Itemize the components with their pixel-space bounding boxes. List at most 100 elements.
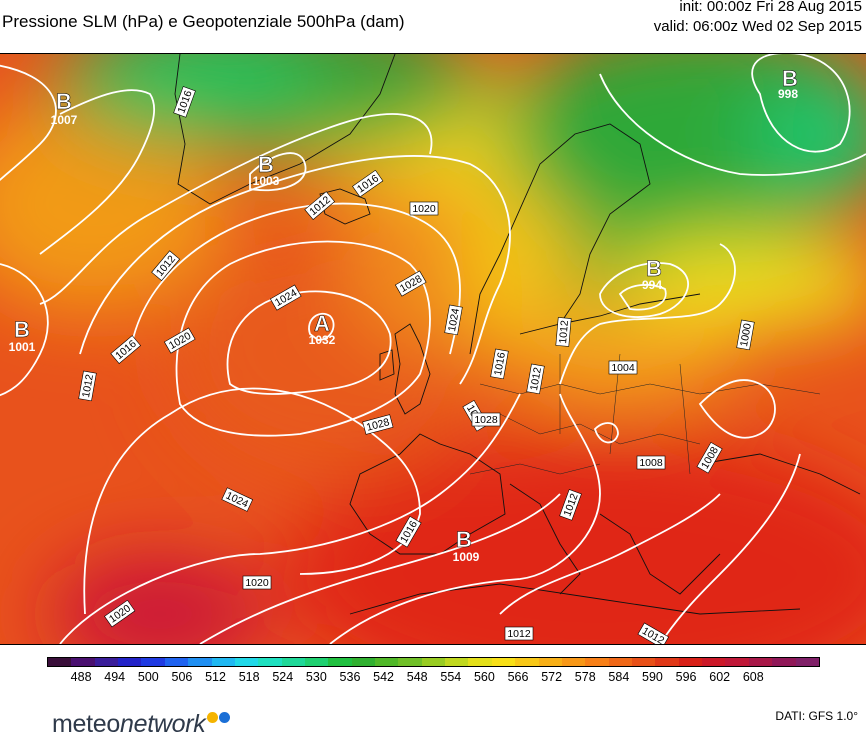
color-scale-swatch xyxy=(71,658,95,666)
isobar-label: 1028 xyxy=(474,414,498,426)
color-scale-swatch xyxy=(164,658,189,666)
color-scale-swatch xyxy=(304,658,329,666)
low-center: B 1001 xyxy=(9,317,36,354)
logo-dots-icon xyxy=(207,712,231,724)
color-scale-swatch xyxy=(188,658,212,666)
color-scale-swatch xyxy=(468,658,492,666)
color-scale-tick-label: 608 xyxy=(742,670,764,684)
color-scale-swatch xyxy=(445,658,469,666)
isobar-label: 1020 xyxy=(412,203,436,215)
logo-text: meteo xyxy=(52,710,120,738)
color-scale-swatch xyxy=(351,658,376,666)
data-source: DATI: GFS 1.0° xyxy=(775,709,858,723)
color-scale-swatch xyxy=(234,658,259,666)
color-scale-tick-label: 590 xyxy=(642,670,663,684)
color-scale-tick-label: 560 xyxy=(473,670,495,684)
center-value: 1001 xyxy=(9,340,36,354)
color-scale-tick-label: 602 xyxy=(709,670,731,684)
color-scale-tick-label: 584 xyxy=(608,670,630,684)
isobar-label: 1008 xyxy=(639,457,663,469)
low-center: B 998 xyxy=(778,66,798,101)
color-scale-tick-label: 596 xyxy=(675,670,697,684)
low-center: B 994 xyxy=(642,256,662,292)
center-value: 1032 xyxy=(309,333,336,347)
color-scale-swatch xyxy=(211,658,235,666)
forecast-map: 1016 1012 1016 1020 1012 1024 1028 1016 … xyxy=(0,53,866,645)
center-symbol: B xyxy=(56,89,72,114)
center-symbol: A xyxy=(314,311,330,336)
logo-dot-yellow xyxy=(207,712,219,723)
isobar-label: 1024 xyxy=(446,307,462,332)
color-scale-tick-label: 500 xyxy=(137,670,159,684)
color-scale-tick-label: 530 xyxy=(305,670,327,684)
logo-dot-blue xyxy=(219,712,231,723)
color-scale-swatch xyxy=(585,658,609,666)
color-scale-tick-label: 506 xyxy=(171,670,193,684)
color-scale-swatch xyxy=(725,658,749,666)
isobar-label: 1016 xyxy=(492,351,508,376)
color-scale-tick-label: 548 xyxy=(406,670,428,684)
color-scale-swatch xyxy=(515,658,539,666)
color-scale-tick-label: 518 xyxy=(238,670,260,684)
isobar-label: 1012 xyxy=(80,373,96,398)
center-value: 1003 xyxy=(253,174,280,188)
logo-text-italic: network xyxy=(119,710,206,738)
center-value: 998 xyxy=(778,87,798,101)
color-scale-tick-label: 572 xyxy=(541,670,563,684)
color-scale-swatch xyxy=(94,658,119,666)
color-scale-swatch xyxy=(281,658,305,666)
center-symbol: B xyxy=(782,66,798,91)
meteonetwork-logo: meteonetwork xyxy=(52,710,231,739)
color-scale-swatch xyxy=(748,658,773,666)
color-scale-swatch xyxy=(702,658,726,666)
center-symbol: B xyxy=(14,317,30,342)
valid-time: valid: 06:00z Wed 02 Sep 2015 xyxy=(653,18,862,35)
low-center: B 1009 xyxy=(453,527,480,564)
color-scale-swatch xyxy=(48,658,72,666)
color-scale-swatch xyxy=(421,658,446,666)
color-scale-tick-label: 578 xyxy=(574,670,596,684)
color-scale-swatch xyxy=(141,658,165,666)
isobar-labels: 1016 1012 1016 1020 1012 1024 1028 1016 … xyxy=(78,86,755,644)
color-scale-tick-label: 554 xyxy=(440,670,462,684)
color-scale-swatch xyxy=(375,658,399,666)
center-symbol: B xyxy=(456,527,472,552)
high-center: A 1032 xyxy=(309,311,336,347)
isobar-label: 1012 xyxy=(557,320,571,344)
color-scale-swatch xyxy=(795,658,819,666)
pressure-centers: B 1001 B 1003 B 1007 A 1032 B 994 B 998 … xyxy=(9,66,799,564)
center-symbol: B xyxy=(646,256,662,281)
color-scale-tick-label: 566 xyxy=(507,670,529,684)
low-center: B 1003 xyxy=(253,152,280,188)
color-scale-tick-label: 536 xyxy=(339,670,361,684)
color-scale-tick-label: 512 xyxy=(205,670,226,684)
color-scale-swatch xyxy=(538,658,562,666)
isobar-label: 1012 xyxy=(507,628,531,640)
low-center: B 1007 xyxy=(51,89,78,127)
color-scale-swatch xyxy=(118,658,142,666)
color-scale-swatch xyxy=(655,658,679,666)
color-scale-swatch xyxy=(328,658,352,666)
color-scale-tick-label: 542 xyxy=(373,670,395,684)
isobar-label: 1000 xyxy=(738,322,754,347)
color-scale-ticks: 488 494 500 506 512 518 524 530 536 542 548 554 560 5… xyxy=(47,670,820,686)
chart-title: Pressione SLM (hPa) e Geopotenziale 500h… xyxy=(2,12,405,31)
isobar-label: 1020 xyxy=(245,577,269,589)
color-scale-swatch xyxy=(561,658,586,666)
center-value: 1007 xyxy=(51,113,78,127)
color-scale-swatch xyxy=(772,658,796,666)
isobar-label: 1028 xyxy=(365,416,391,434)
center-symbol: B xyxy=(258,152,274,177)
color-scale-bar xyxy=(47,657,820,667)
color-scale-swatch xyxy=(678,658,703,666)
color-scale-swatch xyxy=(258,658,282,666)
center-value: 1009 xyxy=(453,550,480,564)
color-scale-swatch xyxy=(491,658,516,666)
color-scale-swatch xyxy=(631,658,656,666)
coastlines xyxy=(174,54,861,615)
init-time: init: 00:00z Fri 28 Aug 2015 xyxy=(679,0,862,15)
color-scale-tick-label: 524 xyxy=(272,670,294,684)
isobar-label: 1012 xyxy=(528,366,544,391)
center-value: 994 xyxy=(642,278,662,292)
color-scale-swatch xyxy=(398,658,422,666)
